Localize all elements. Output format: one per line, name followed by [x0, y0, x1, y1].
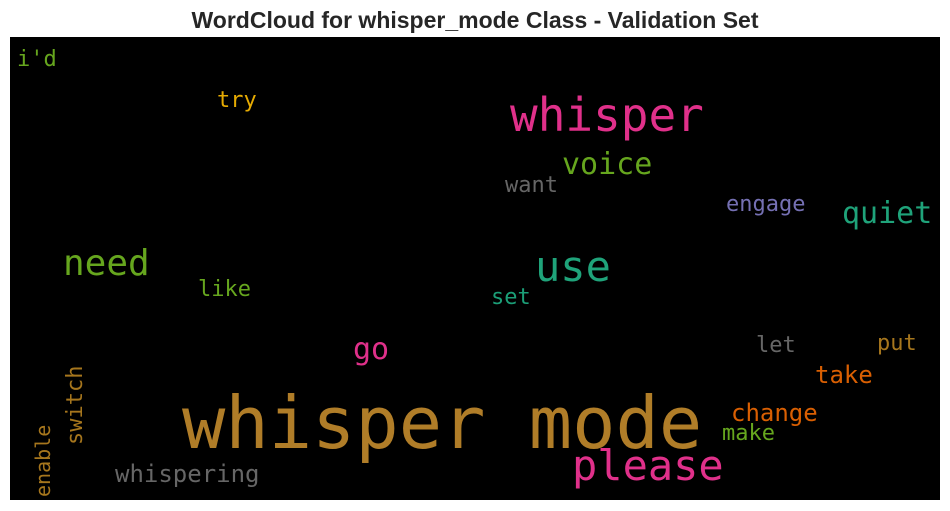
- word-use: use: [535, 242, 611, 291]
- word-i-d: i'd: [17, 47, 57, 72]
- word-like: like: [198, 277, 251, 302]
- word-set: set: [491, 285, 531, 310]
- word-whisper: whisper: [510, 88, 704, 142]
- chart-title: WordCloud for whisper_mode Class - Valid…: [191, 7, 759, 33]
- word-quiet: quiet: [842, 196, 933, 231]
- word-need: need: [63, 243, 150, 284]
- word-whispering: whispering: [115, 460, 260, 488]
- word-let: let: [756, 333, 796, 358]
- word-put: put: [877, 331, 917, 356]
- word-whisper-mode: whisper mode: [182, 381, 703, 465]
- word-try: try: [217, 88, 257, 113]
- word-please: please: [572, 441, 724, 490]
- word-want: want: [505, 173, 558, 198]
- word-take: take: [815, 361, 873, 389]
- word-make: make: [722, 421, 775, 446]
- word-engage: engage: [726, 192, 806, 217]
- word-go: go: [353, 332, 390, 367]
- wordcloud-canvas: whisper mode whisper please use need quiet voi…: [10, 37, 940, 500]
- word-enable: enable: [31, 424, 55, 497]
- word-switch: switch: [63, 365, 88, 445]
- word-voice: voice: [562, 147, 653, 182]
- word-change: change: [731, 399, 818, 427]
